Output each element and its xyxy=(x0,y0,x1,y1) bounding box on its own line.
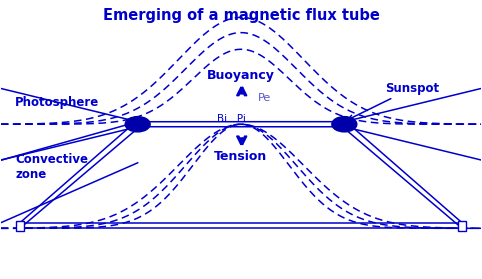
Text: Bi   Pi: Bi Pi xyxy=(217,114,246,124)
Text: Sunspot: Sunspot xyxy=(348,82,439,119)
Text: Photosphere: Photosphere xyxy=(15,95,99,109)
Ellipse shape xyxy=(125,117,150,132)
Bar xyxy=(15,221,24,230)
Text: Tension: Tension xyxy=(214,150,268,163)
Text: Emerging of a magnetic flux tube: Emerging of a magnetic flux tube xyxy=(103,8,379,23)
Bar xyxy=(458,221,467,230)
Text: Buoyancy: Buoyancy xyxy=(207,69,275,82)
Text: Pe: Pe xyxy=(258,93,271,103)
Ellipse shape xyxy=(332,117,357,132)
Text: Convective
zone: Convective zone xyxy=(15,153,88,181)
